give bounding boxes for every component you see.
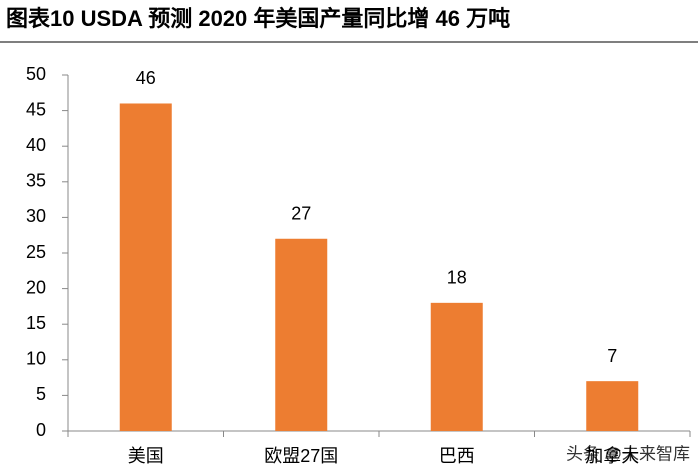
y-tick-label: 10: [26, 349, 46, 369]
x-tick-label: 欧盟27国: [264, 446, 338, 466]
bar: [275, 238, 328, 431]
y-tick-label: 15: [26, 313, 46, 333]
y-tick-label: 30: [26, 206, 46, 226]
y-tick-label: 0: [36, 420, 46, 440]
y-tick-label: 5: [36, 384, 46, 404]
bar: [430, 302, 483, 431]
data-label: 46: [136, 68, 156, 88]
y-tick-label: 25: [26, 242, 46, 262]
y-tick-label: 35: [26, 171, 46, 191]
y-tick-label: 40: [26, 135, 46, 155]
data-label: 7: [607, 346, 617, 366]
y-tick-label: 50: [26, 64, 46, 84]
watermark: 头条 @未来智库: [566, 444, 690, 463]
data-label: 27: [291, 204, 311, 224]
x-tick-label: 美国: [128, 446, 164, 466]
y-tick-label: 45: [26, 99, 46, 119]
chart-title: 图表10 USDA 预测 2020 年美国产量同比增 46 万吨: [6, 6, 510, 31]
data-label: 18: [447, 268, 467, 288]
bar: [119, 103, 172, 431]
x-tick-label: 巴西: [439, 446, 475, 466]
x-tick-label: 加拿大: [585, 445, 639, 466]
y-tick-label: 20: [26, 277, 46, 297]
bar: [586, 381, 639, 431]
